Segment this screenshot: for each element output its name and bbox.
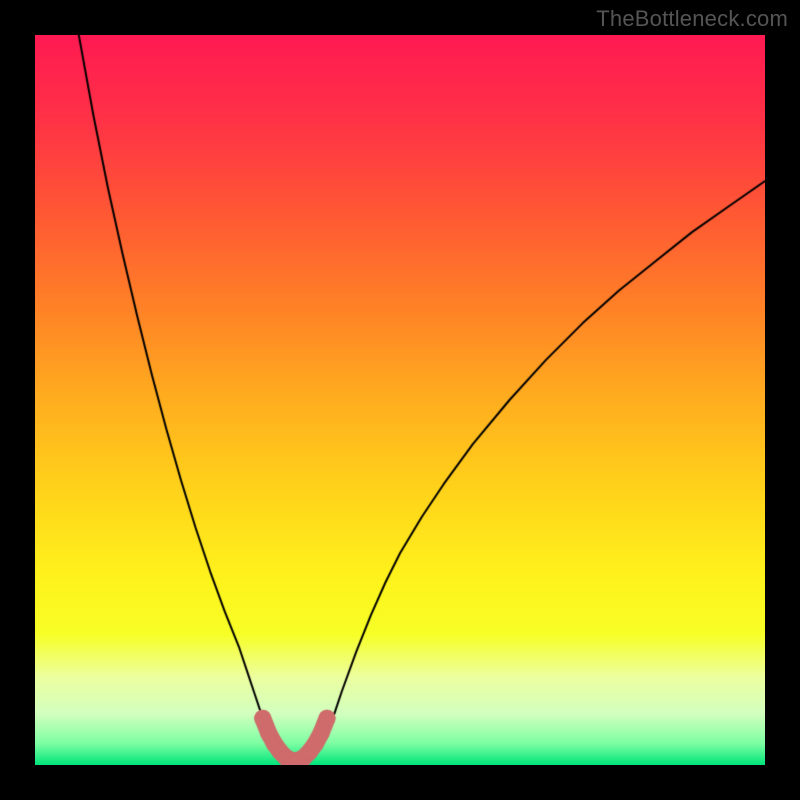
bottleneck-chart-canvas (35, 35, 765, 765)
watermark-text: TheBottleneck.com (596, 6, 788, 32)
bottleneck-chart (35, 35, 765, 765)
